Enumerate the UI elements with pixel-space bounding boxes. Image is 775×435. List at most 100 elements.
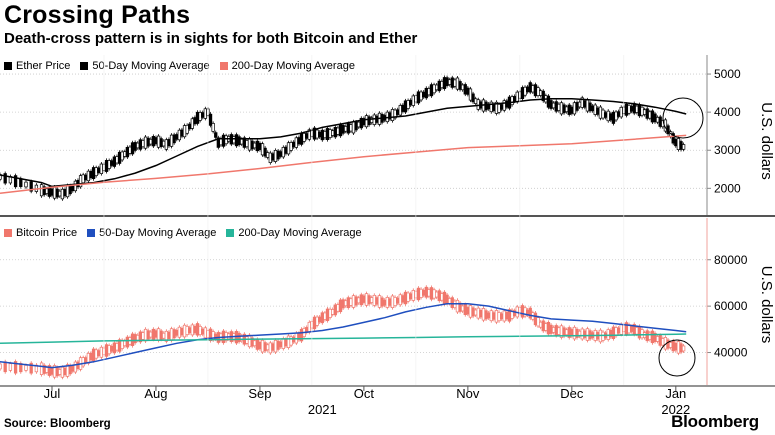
- price-candle: [435, 291, 439, 298]
- price-candle: [476, 99, 480, 110]
- price-candle: [175, 134, 179, 140]
- price-candle: [403, 291, 408, 305]
- price-candle: [273, 339, 278, 353]
- price-candle: [263, 342, 267, 352]
- price-candle: [195, 111, 200, 124]
- price-candle: [393, 296, 397, 307]
- legend-label-ether-ma200: 200-Day Moving Average: [231, 60, 355, 72]
- price-candle: [601, 109, 605, 119]
- price-candle: [336, 127, 340, 135]
- price-candle: [476, 307, 480, 319]
- price-candle: [557, 103, 561, 111]
- price-candle: [629, 326, 634, 332]
- price-candle: [432, 289, 436, 299]
- price-candle: [528, 307, 532, 319]
- price-candle: [195, 323, 200, 336]
- price-candle: [172, 329, 176, 339]
- price-candle: [120, 151, 124, 161]
- price-candle: [50, 188, 54, 196]
- price-candle: [372, 294, 376, 306]
- price-candle: [398, 294, 402, 306]
- price-candle: [97, 167, 101, 173]
- price-candle: [125, 336, 130, 348]
- price-candle: [201, 328, 205, 335]
- price-candle: [338, 299, 343, 313]
- price-candle: [58, 369, 62, 375]
- price-candle: [432, 84, 436, 94]
- price-candle: [123, 151, 127, 157]
- legend-item-ether-ma200: 200-Day Moving Average: [219, 60, 355, 72]
- legend-swatch-ether-ma50: [80, 62, 89, 70]
- year-label-2022: 2022: [661, 402, 690, 417]
- legend-item-bitcoin-ma200: 200-Day Moving Average: [226, 227, 362, 239]
- price-candle: [60, 188, 65, 200]
- price-candle: [562, 104, 566, 114]
- price-candle: [167, 139, 171, 147]
- price-candle: [91, 348, 96, 362]
- price-candle: [203, 327, 207, 339]
- price-candle: [554, 101, 558, 112]
- price-candle: [338, 124, 343, 137]
- price-candle: [138, 139, 143, 150]
- price-candle: [611, 326, 616, 340]
- price-candle: [466, 307, 470, 315]
- price-candle: [133, 334, 137, 344]
- price-candle: [601, 331, 605, 341]
- price-candle: [318, 316, 322, 323]
- price-candle: [162, 140, 166, 147]
- price-candle: [609, 113, 613, 121]
- price-candle: [549, 324, 553, 334]
- panel-top: 2000 3000 4000 5000 U.S. dollars: [0, 55, 775, 215]
- price-candle: [149, 138, 153, 145]
- price-candle: [416, 91, 421, 104]
- price-candle: [247, 334, 252, 348]
- price-candle: [104, 344, 109, 357]
- price-candle: [655, 336, 660, 342]
- price-candle: [419, 288, 423, 298]
- price-candle: [45, 188, 49, 194]
- price-candle: [396, 297, 400, 304]
- price-candle: [624, 103, 629, 116]
- price-candle: [133, 142, 137, 151]
- price-candle: [63, 367, 67, 376]
- legend-label-ether-ma50: 50-Day Moving Average: [92, 60, 210, 72]
- price-candle: [167, 331, 171, 340]
- price-candle: [63, 189, 67, 197]
- price-candle: [65, 185, 70, 198]
- price-candle: [668, 342, 673, 348]
- price-candle: [637, 326, 642, 339]
- price-candle: [159, 330, 163, 340]
- price-candle: [328, 129, 332, 138]
- price-candle: [331, 130, 335, 136]
- panel-bottom: 40000 60000 80000 U.S. dollars: [0, 218, 775, 385]
- price-candle: [117, 151, 122, 164]
- price-candle: [221, 134, 226, 147]
- y-tick-label: 80000: [714, 253, 748, 267]
- price-candle: [463, 304, 467, 315]
- price-candle: [453, 79, 457, 87]
- price-candle: [520, 305, 525, 318]
- price-candle: [362, 295, 366, 303]
- price-candle: [60, 366, 65, 378]
- price-candle: [429, 84, 434, 97]
- price-candle: [198, 112, 202, 121]
- price-candle: [359, 294, 363, 306]
- price-candle: [234, 134, 239, 147]
- y-tick-label: 3000: [714, 143, 741, 157]
- price-candle: [94, 167, 98, 177]
- price-candle: [372, 114, 376, 125]
- price-candle: [681, 144, 686, 150]
- price-candle: [336, 304, 340, 312]
- price-candle: [645, 330, 649, 342]
- price-candle: [55, 188, 59, 198]
- price-candle: [409, 99, 413, 106]
- price-candle: [237, 332, 241, 342]
- price-candle: [13, 175, 18, 188]
- price-candle: [240, 138, 244, 145]
- price-candle: [377, 295, 382, 308]
- price-candle: [281, 146, 285, 158]
- price-candle: [448, 298, 452, 304]
- price-candle: [19, 178, 23, 187]
- price-candle: [567, 104, 571, 115]
- price-candle: [302, 133, 306, 142]
